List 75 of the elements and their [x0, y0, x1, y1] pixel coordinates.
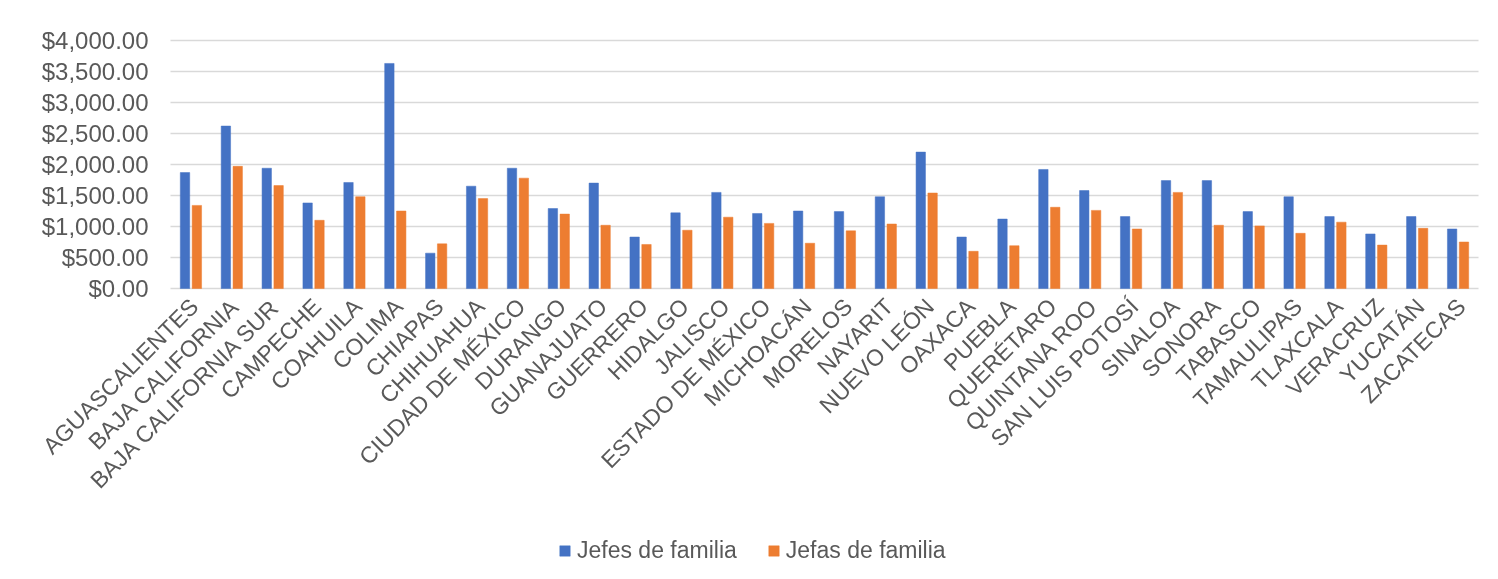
- bar: [507, 167, 517, 289]
- bar: [886, 223, 897, 289]
- bar: [1336, 221, 1347, 289]
- bar: [273, 185, 284, 289]
- bar: [437, 243, 448, 289]
- bar: [478, 198, 488, 289]
- bar: [874, 196, 885, 289]
- y-tick-label: $0.00: [88, 275, 149, 302]
- bar: [641, 244, 652, 289]
- bar: [355, 196, 366, 289]
- bar: [547, 208, 558, 289]
- bar: [261, 167, 272, 289]
- bar: [1120, 216, 1131, 289]
- bar: [1009, 245, 1020, 289]
- bar: [1406, 216, 1417, 289]
- bar: [1377, 244, 1388, 289]
- bar: [915, 151, 926, 289]
- bar: [1038, 169, 1049, 289]
- bar: [1161, 180, 1171, 289]
- bar: [1324, 216, 1335, 289]
- legend-label: Jefes de familia: [577, 537, 737, 564]
- bar: [1201, 180, 1212, 289]
- y-tick-label: $4,000.00: [41, 27, 149, 54]
- y-tick-label: $1,000.00: [41, 213, 149, 240]
- bar: [384, 63, 395, 289]
- bar: [232, 166, 243, 289]
- legend-label: Jefas de familia: [785, 537, 946, 564]
- bar: [396, 210, 407, 289]
- bar: [764, 223, 775, 289]
- bar: [314, 220, 325, 289]
- bar: [1447, 228, 1458, 289]
- bar: [927, 192, 938, 289]
- bar: [834, 211, 844, 289]
- bar: [1254, 225, 1265, 289]
- bar: [559, 213, 570, 289]
- y-tick-label: $3,000.00: [41, 89, 149, 116]
- bar: [968, 251, 979, 289]
- bar: [793, 210, 804, 289]
- y-tick-label: $500.00: [61, 244, 149, 271]
- bar: [1295, 233, 1306, 289]
- bar: [805, 242, 815, 289]
- bar: [1050, 207, 1061, 289]
- bar: [425, 252, 436, 289]
- bar: [1242, 211, 1253, 289]
- bar: [682, 229, 693, 289]
- y-tick-label: $2,500.00: [41, 120, 149, 147]
- y-tick-label: $3,500.00: [41, 58, 149, 85]
- bar: [1091, 210, 1102, 289]
- y-tick-label: $2,000.00: [41, 151, 149, 178]
- bar: [518, 177, 529, 289]
- bar: [302, 202, 313, 289]
- bar: [588, 182, 599, 289]
- bar: [956, 236, 967, 289]
- y-tick-label: $1,500.00: [41, 182, 149, 209]
- bar: [1079, 190, 1090, 289]
- bar: [629, 236, 640, 289]
- bar: [997, 218, 1008, 289]
- bar: [845, 230, 856, 289]
- bar: [711, 192, 722, 289]
- bar: [191, 205, 202, 289]
- bar: [1283, 196, 1294, 289]
- bar: [752, 213, 763, 289]
- bar: [1132, 228, 1142, 289]
- bar: [723, 216, 734, 289]
- bar: [1459, 241, 1469, 289]
- bar: [600, 225, 611, 289]
- bar: [343, 182, 354, 289]
- bar: [1172, 192, 1183, 289]
- bar: [220, 125, 231, 289]
- bar: [670, 212, 681, 289]
- bar: [1418, 228, 1429, 289]
- bar: [466, 185, 477, 289]
- bar: [180, 172, 190, 289]
- bar: [1365, 233, 1376, 289]
- bar: [1213, 225, 1224, 289]
